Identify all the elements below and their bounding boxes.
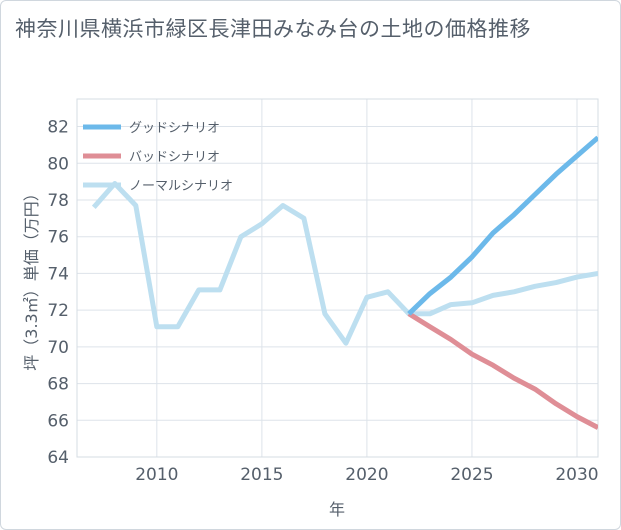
x-tick-label: 2015 (240, 465, 283, 485)
x-axis-title: 年 (329, 500, 345, 519)
y-tick-label: 70 (47, 338, 69, 358)
y-axis-title: 坪（3.3㎡）単価（万円） (22, 185, 41, 370)
normal-scenario-line (91, 181, 598, 346)
y-tick-label: 80 (47, 154, 69, 174)
y-tick-label: 72 (47, 301, 69, 321)
x-tick-label: 2025 (450, 465, 493, 485)
y-tick-label: 78 (47, 191, 69, 211)
y-tick-label: 66 (47, 411, 69, 431)
legend-normal-label: ノーマルシナリオ (129, 179, 233, 194)
y-tick-label: 82 (47, 118, 69, 138)
chart-title: 神奈川県横浜市緑区長津田みなみ台の土地の価格推移 (15, 17, 531, 41)
y-tick-label: 76 (47, 228, 69, 248)
good-scenario-line (407, 135, 598, 316)
x-tick-label: 2020 (345, 465, 388, 485)
y-tick-label: 64 (47, 448, 69, 468)
x-tick-label: 2030 (555, 465, 598, 485)
plot-border (76, 98, 599, 458)
bad-scenario-line (407, 311, 598, 430)
y-tick-label: 74 (47, 264, 69, 284)
legend-bad-label: バッドシナリオ (129, 150, 220, 165)
legend-good-label: グッドシナリオ (129, 121, 220, 136)
x-tick-label: 2010 (135, 465, 178, 485)
y-tick-label: 68 (47, 375, 69, 395)
